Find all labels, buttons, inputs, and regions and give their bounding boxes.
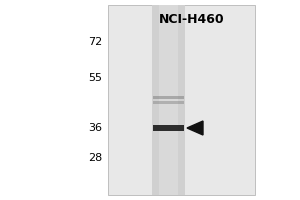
Bar [153,96,184,99]
Bar [153,101,184,104]
Polygon shape [187,121,203,135]
Text: 36: 36 [88,123,102,133]
Text: 28: 28 [88,153,102,163]
Text: 55: 55 [88,73,102,83]
Bar [159,5,178,195]
Bar [153,125,184,131]
Text: 72: 72 [88,37,102,47]
Bar [152,5,185,195]
Bar [108,5,255,195]
Text: NCI-H460: NCI-H460 [159,13,224,26]
